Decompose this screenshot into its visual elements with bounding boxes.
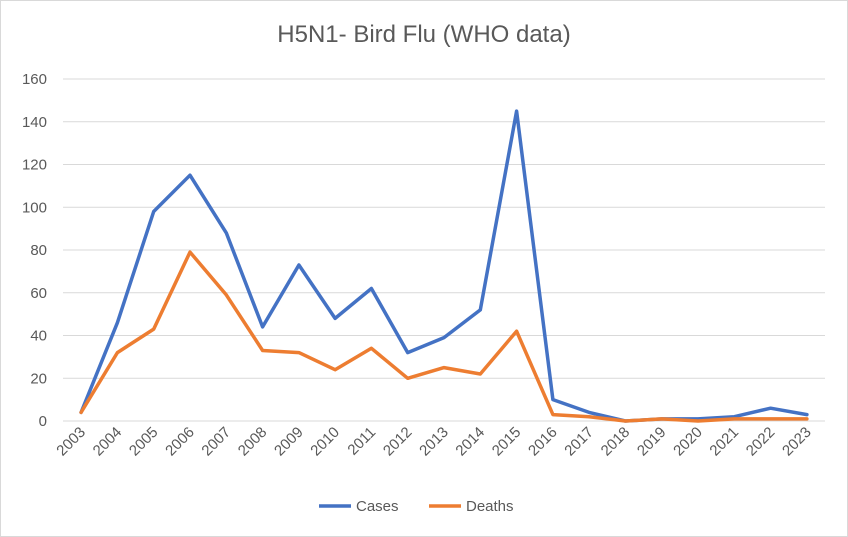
series-line-deaths bbox=[79, 250, 809, 423]
x-tick-label: 2022 bbox=[743, 424, 779, 460]
x-tick-label: 2009 bbox=[271, 424, 307, 460]
x-tick-label: 2012 bbox=[380, 424, 416, 460]
y-tick-label: 40 bbox=[30, 328, 47, 345]
x-tick-label: 2011 bbox=[344, 424, 379, 459]
x-tick-label: 2016 bbox=[525, 424, 561, 460]
legend-label-deaths: Deaths bbox=[466, 498, 514, 515]
y-tick-label: 100 bbox=[22, 199, 47, 216]
x-tick-label: 2019 bbox=[634, 424, 670, 460]
x-tick-label: 2003 bbox=[53, 424, 89, 460]
y-axis-ticks: 0 20 40 60 80 100 120 140 160 bbox=[22, 71, 47, 430]
chart-title: H5N1- Bird Flu (WHO data) bbox=[277, 21, 571, 48]
x-tick-label: 2008 bbox=[235, 424, 271, 460]
y-tick-label: 60 bbox=[30, 285, 47, 302]
x-tick-label: 2023 bbox=[779, 424, 815, 460]
legend: Cases Deaths bbox=[319, 498, 514, 515]
x-tick-label: 2007 bbox=[198, 424, 234, 460]
x-tick-label: 2004 bbox=[90, 424, 126, 460]
x-tick-label: 2006 bbox=[162, 424, 198, 460]
x-tick-label: 2010 bbox=[307, 424, 343, 460]
gridlines bbox=[63, 78, 825, 422]
x-tick-label: 2014 bbox=[452, 424, 488, 460]
y-tick-label: 120 bbox=[22, 157, 47, 174]
y-tick-label: 140 bbox=[22, 114, 47, 131]
x-tick-label: 2005 bbox=[126, 424, 162, 460]
x-axis-ticks: 2003 2004 2005 2006 2007 2008 2009 2010 2011 2012… bbox=[53, 424, 814, 460]
x-tick-label: 2017 bbox=[561, 424, 597, 460]
x-tick-label: 2015 bbox=[489, 424, 525, 460]
series-line-cases bbox=[79, 109, 809, 423]
x-tick-label: 2020 bbox=[670, 424, 706, 460]
y-tick-label: 20 bbox=[30, 370, 47, 387]
x-tick-label: 2013 bbox=[416, 424, 452, 460]
y-tick-label: 160 bbox=[22, 71, 47, 88]
y-tick-label: 0 bbox=[39, 413, 47, 430]
legend-label-cases: Cases bbox=[356, 498, 399, 515]
x-tick-label: 2018 bbox=[598, 424, 634, 460]
x-tick-label: 2021 bbox=[706, 424, 742, 460]
y-tick-label: 80 bbox=[30, 242, 47, 259]
series-lines bbox=[79, 109, 809, 423]
